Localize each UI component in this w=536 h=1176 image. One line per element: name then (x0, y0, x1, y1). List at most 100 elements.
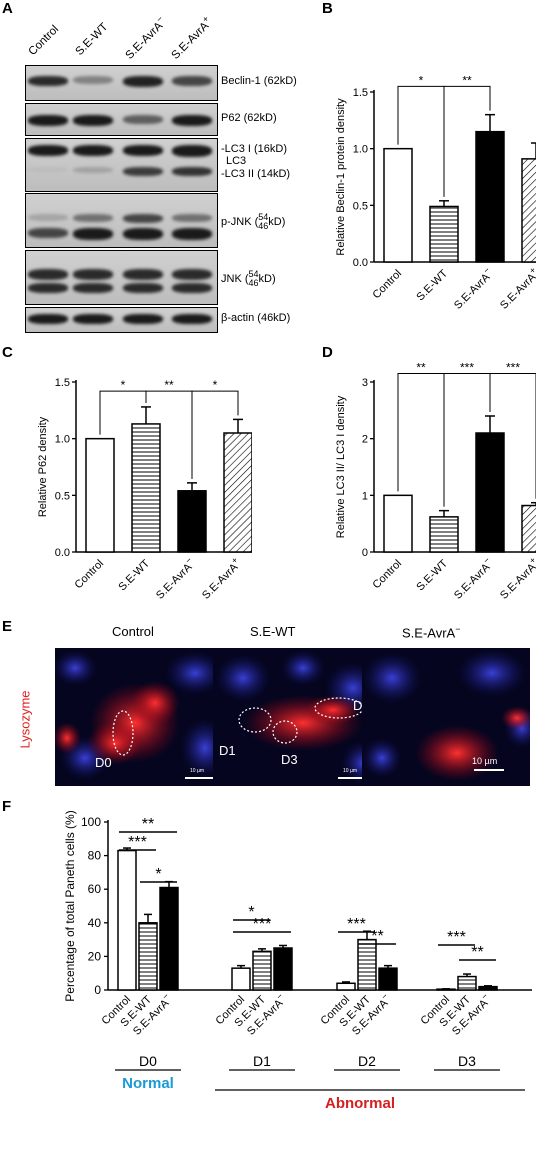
bar (383, 494, 413, 553)
y-axis-label: Relative Beclin-1 protein density (335, 98, 347, 256)
bar (138, 922, 158, 991)
blot-band (73, 283, 113, 293)
blot-band (28, 314, 68, 324)
blot-band (123, 314, 163, 324)
blot-band (28, 167, 68, 172)
category-label: S.E-AvrA+ (495, 265, 536, 312)
blot-band (28, 283, 68, 293)
blot-band (123, 283, 163, 293)
y-tick-label: 0.5 (353, 200, 368, 212)
blot-label: Beclin-1 (62kD) (221, 75, 297, 87)
y-tick-label: 20 (88, 949, 102, 963)
category-sup: − (160, 991, 171, 1002)
bar (521, 158, 536, 263)
scale-bar-label-2: 10 µm (343, 768, 357, 774)
blot-band (172, 214, 212, 222)
panel-b-label: B (322, 0, 333, 17)
blot-band (28, 145, 68, 156)
micro-title-wt: S.E-WT (250, 624, 296, 639)
bar (357, 938, 377, 991)
y-tick-label: 40 (88, 916, 102, 930)
group-label: D3 (458, 1053, 476, 1069)
micrograph-control-image (55, 650, 223, 780)
category-sup: − (481, 555, 492, 566)
blot-band (28, 115, 68, 126)
blot-band (172, 314, 212, 324)
significance-stars: ** (416, 361, 426, 375)
region-d1-label: D1 (219, 743, 236, 758)
y-tick-label: 0.0 (353, 257, 368, 269)
y-axis-label: Percentage of total Paneth cells (%) (63, 810, 77, 1001)
category-label: Control (73, 558, 107, 592)
y-axis-label: Relative LC3 II/ LC3 I density (335, 395, 347, 538)
category-sup: − (379, 991, 390, 1002)
blot-band (123, 214, 163, 223)
blot-label: β-actin (46kD) (221, 312, 291, 324)
group-label: D1 (253, 1053, 271, 1069)
bar (223, 432, 252, 553)
category-sup: + (527, 555, 536, 566)
blot-band (73, 167, 113, 173)
bar (252, 950, 272, 991)
micrograph-wt: D2 D1 D3 10 µm (213, 648, 381, 786)
category-label: Control (371, 268, 405, 302)
significance-stars: *** (460, 361, 474, 375)
blot-band (73, 214, 113, 222)
bar (85, 437, 115, 553)
blot-band (73, 228, 113, 240)
significance-bracket (397, 373, 445, 507)
bar (475, 432, 505, 553)
panel-d-label: D (322, 344, 333, 361)
lane-label: S.E-AvrA− (123, 13, 166, 62)
normal-label: Normal (122, 1075, 174, 1092)
bar (231, 967, 251, 991)
panel-f-label: F (2, 798, 12, 815)
significance-stars: * (248, 904, 254, 921)
blot-band (172, 283, 212, 293)
region-d0-label: D0 (95, 755, 112, 770)
category-sup: + (527, 265, 536, 276)
bar (117, 849, 137, 991)
significance-stars: *** (447, 929, 466, 946)
stain-label: Lysozyme (17, 690, 33, 749)
category-label: S.E-AvrA+ (495, 555, 536, 602)
blot-band (123, 269, 163, 280)
blot-band (172, 76, 212, 86)
bar (521, 504, 536, 553)
micrograph-avra-image (362, 649, 530, 781)
blot-band (123, 167, 163, 176)
significance-stars: ** (471, 944, 483, 961)
significance-bracket (489, 373, 536, 499)
blot-panel (25, 193, 218, 248)
chart-f: 0 20 40 60 80 100 Percentage of total Paneth c… (63, 810, 532, 1112)
category-sup: − (479, 991, 490, 1002)
blot-band (172, 167, 212, 176)
y-tick-label: 100 (81, 815, 101, 829)
blot-band (28, 76, 68, 86)
blot-panel (25, 250, 218, 305)
y-tick-label: 60 (88, 882, 102, 896)
blot-band (172, 115, 212, 126)
chart-c: 0.0 0.5 1.0 1.5 Relative P62 density Control S… (37, 377, 252, 602)
y-axis-label: Relative P62 density (37, 416, 49, 517)
significance-stars: * (121, 378, 126, 392)
blot-panel (25, 307, 218, 333)
blot-label: JNK (54 46 kD) (221, 268, 276, 288)
micro-title-control: Control (112, 624, 154, 639)
bar (131, 423, 161, 553)
y-tick-label: 2 (362, 434, 368, 446)
blot-panel (25, 138, 218, 192)
y-tick-label: 3 (362, 377, 368, 389)
significance-stars: ** (142, 816, 154, 833)
bar (336, 982, 356, 991)
blot-label: -LC3 I (16kD) (221, 143, 288, 155)
significance-stars: * (419, 73, 424, 87)
bar (378, 967, 398, 991)
y-tick-label: 0.0 (55, 547, 70, 559)
blot-band (73, 269, 113, 280)
y-tick-label: 1.0 (55, 434, 70, 446)
bar (159, 886, 179, 991)
blot-label: p-JNK (54 46 kD) (221, 211, 286, 231)
abnormal-label: Abnormal (325, 1095, 395, 1112)
panel-e-label: E (2, 618, 13, 635)
